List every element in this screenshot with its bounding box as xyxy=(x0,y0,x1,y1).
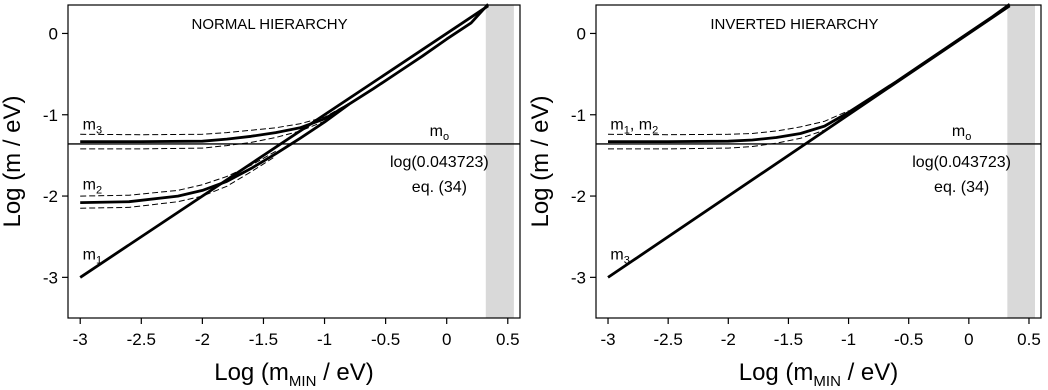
chart-panel-1: -3 -2.5 -2 -1.5 -1 -0.5 0 0.5 -3 -2 -1 0 Log (mMIN /… xyxy=(0,3,521,390)
x-tick-label: -2.5 xyxy=(654,330,683,349)
y-tick-label: -3 xyxy=(571,268,586,287)
series-label-m1: m1 xyxy=(83,246,102,266)
x-tick-label: -1 xyxy=(841,330,856,349)
series-label-m2: m2 xyxy=(83,177,102,197)
series-m2-upper xyxy=(80,150,276,197)
hline-annotation-2: eq. (34) xyxy=(934,179,989,196)
series-m3 xyxy=(607,4,1011,279)
hline-annotation-1: log(0.043723) xyxy=(390,154,489,171)
x-tick-label: -1.5 xyxy=(774,330,803,349)
plot-frame xyxy=(67,4,521,319)
shaded-band xyxy=(485,5,514,318)
hline-label: mo xyxy=(952,123,971,143)
series-m2-lower xyxy=(80,155,276,209)
x-tick-label: -1 xyxy=(317,330,332,349)
shaded-band xyxy=(1007,5,1035,318)
y-tick-label: -2 xyxy=(571,187,586,206)
x-tick-label: 0.5 xyxy=(1017,330,1041,349)
series-label-m3: m3 xyxy=(83,116,102,136)
y-tick-label: 0 xyxy=(49,24,58,43)
x-tick-label: -3 xyxy=(73,330,88,349)
series-label-m3: m3 xyxy=(610,246,629,266)
y-tick-label: -2 xyxy=(43,187,58,206)
panel-title: NORMAL HIERARCHY xyxy=(191,16,347,33)
x-tick-label: -2 xyxy=(195,330,210,349)
x-tick-label: 0 xyxy=(442,330,451,349)
hline-label: mo xyxy=(430,123,449,143)
x-tick-label: 0.5 xyxy=(496,330,520,349)
series-m12-upper xyxy=(607,110,849,136)
x-tick-label: 0 xyxy=(964,330,973,349)
x-tick-label: -3 xyxy=(600,330,615,349)
series-m3 xyxy=(80,3,490,143)
x-tick-label: -2.5 xyxy=(127,330,156,349)
x-tick-label: -0.5 xyxy=(371,330,400,349)
series-m12-lower xyxy=(608,113,849,150)
series-m3-lower xyxy=(80,104,350,150)
series-m2 xyxy=(80,103,350,204)
y-tick-label: -1 xyxy=(571,106,586,125)
x-tick-label: -1.5 xyxy=(249,330,278,349)
plot-frame xyxy=(595,4,1042,319)
y-tick-label: -1 xyxy=(43,106,58,125)
x-axis-title-sub: MIN xyxy=(289,373,317,390)
x-tick-label: -2 xyxy=(721,330,736,349)
series-m3-upper xyxy=(80,102,350,136)
series-m1 xyxy=(79,4,489,279)
hline-annotation-1: log(0.043723) xyxy=(912,154,1011,171)
panel-title: INVERTED HIERARCHY xyxy=(710,16,878,33)
x-tick-label: -0.5 xyxy=(894,330,923,349)
series-label-m1-m2: m1, m2 xyxy=(610,116,658,136)
x-axis-title: Log (mMIN / eV) xyxy=(739,359,899,390)
x-axis-title: Log (mMIN / eV) xyxy=(214,359,374,390)
y-tick-label: -3 xyxy=(43,268,58,287)
chart-panel-2: -3 -2.5 -2 -1.5 -1 -0.5 0 0.5 -3 -2 -1 0 Log (mMIN /… xyxy=(527,3,1042,390)
hline-annotation-2: eq. (34) xyxy=(412,179,467,196)
x-axis-title-sub: MIN xyxy=(813,373,841,390)
y-tick-label: 0 xyxy=(577,24,586,43)
y-axis-title: Log (m / eV) xyxy=(0,95,26,227)
y-axis-title: Log (m / eV) xyxy=(527,95,554,227)
